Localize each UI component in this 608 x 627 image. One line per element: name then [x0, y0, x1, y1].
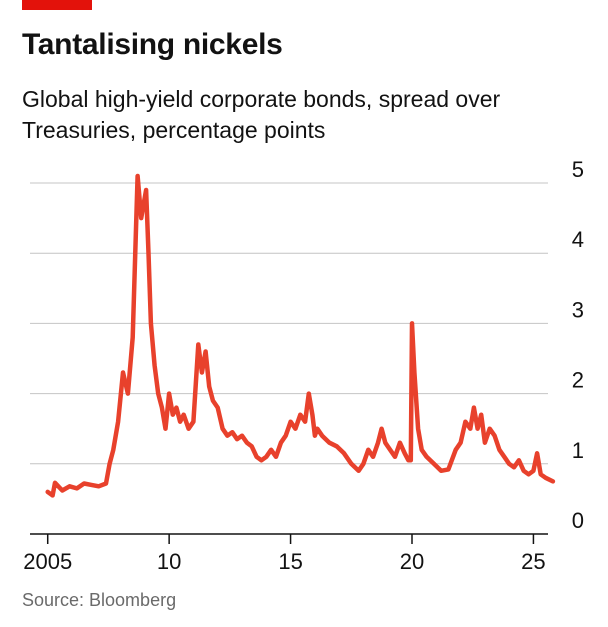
chart-subtitle: Global high-yield corporate bonds, sprea…: [22, 86, 501, 143]
series-line-0: [45, 173, 556, 498]
y-tick-label: 0: [572, 508, 584, 533]
x-axis: 2005 10 15 20 25: [23, 533, 548, 574]
y-tick-label: 5: [572, 157, 584, 182]
source-note: Source: Bloomberg: [22, 590, 177, 610]
x-tick-label: 15: [278, 549, 302, 574]
y-axis-tick-labels: 0 1 2 3 4 5: [572, 157, 584, 533]
y-tick-label: 4: [572, 227, 584, 252]
x-tick-label: 10: [157, 549, 181, 574]
accent-bar: [22, 0, 92, 10]
x-tick-label: 2005: [23, 549, 72, 574]
y-tick-label: 2: [572, 368, 584, 393]
y-tick-label: 3: [572, 297, 584, 322]
y-tick-label: 1: [572, 438, 584, 463]
x-tick-label: 20: [400, 549, 424, 574]
x-tick-label: 25: [521, 549, 545, 574]
chart-title: Tantalising nickels: [22, 28, 283, 61]
gridlines: [30, 182, 548, 465]
series-layer: [45, 173, 556, 498]
